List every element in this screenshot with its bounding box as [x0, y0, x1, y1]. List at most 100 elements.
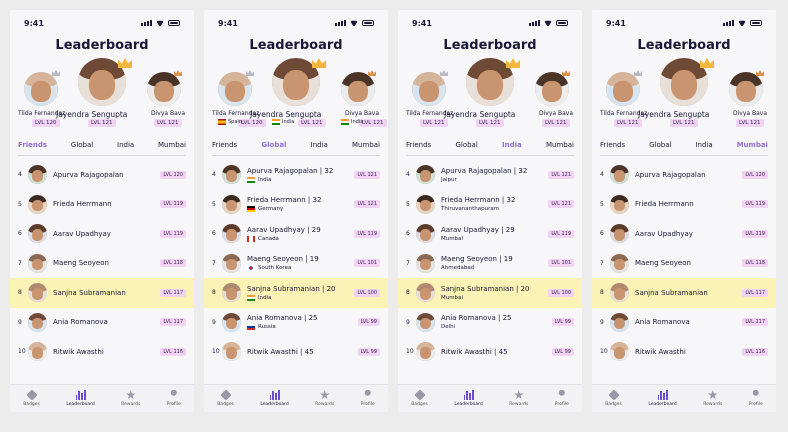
podium-third-avatar[interactable] — [341, 72, 375, 106]
podium-first-avatar[interactable] — [78, 58, 126, 106]
leaderboard-row[interactable]: 4 Apurva Rajagopalan LVL 120 — [592, 160, 776, 190]
podium-third-avatar[interactable] — [535, 72, 569, 106]
row-info: Ritwik Awasthi — [635, 348, 742, 356]
leaderboard-row[interactable]: 6 Aarav Upadhyay | 29 Canada LVL 119 — [204, 219, 388, 249]
rank-number: 6 — [18, 230, 22, 238]
nav-rewards[interactable]: Rewards — [121, 390, 140, 407]
leaderboard-row[interactable]: 10 Ritwik Awasthi LVL 116 — [10, 337, 194, 367]
row-avatar — [28, 253, 47, 273]
nav-leaderboard[interactable]: Leaderboard — [454, 390, 483, 407]
tab-global[interactable]: Global — [70, 140, 94, 149]
leaderboard-row[interactable]: 7 Maeng Seoyeon | 19 Ahmedabad LVL 101 — [398, 249, 582, 279]
tab-mumbai[interactable]: Mumbai — [351, 140, 380, 149]
nav-rewards[interactable]: Rewards — [509, 390, 528, 407]
rank-number: 9 — [600, 318, 604, 326]
nav-badges[interactable]: Badges — [23, 389, 40, 407]
tab-india[interactable]: India — [695, 140, 713, 149]
tab-mumbai[interactable]: Mumbai — [546, 140, 574, 149]
player-name: Sanjna Subramanian — [247, 284, 320, 293]
podium-second-level: LVL 121 — [614, 119, 642, 127]
leaderboard-icon — [269, 390, 280, 400]
tab-global[interactable]: Global — [455, 140, 478, 149]
avatar-face — [226, 229, 237, 241]
nav-profile[interactable]: Profile — [555, 390, 569, 407]
row-avatar — [416, 165, 435, 185]
tab-india[interactable]: India — [310, 140, 328, 149]
leaderboard-row[interactable]: 5 Frieda Herrmann LVL 119 — [10, 190, 194, 220]
leaderboard-row[interactable]: 9 Ania Romanova | 25 Russia LVL 99 — [204, 308, 388, 338]
nav-rewards[interactable]: Rewards — [315, 390, 334, 407]
nav-badges[interactable]: Badges — [217, 389, 234, 407]
leaderboard-row[interactable]: 9 Ania Romanova LVL 117 — [592, 308, 776, 338]
tab-india[interactable]: India — [502, 140, 522, 149]
player-name: Frieda Herrmann — [53, 200, 112, 209]
tab-friends[interactable]: Friends — [600, 140, 626, 149]
leaderboard-row[interactable]: 6 Aarav Upadhyay LVL 119 — [592, 219, 776, 249]
row-avatar — [28, 194, 47, 214]
current-user-row[interactable]: 8 Sanjna Subramanian | 20 Mumbai LVL 100 — [398, 278, 582, 308]
age-separator: | — [495, 314, 503, 323]
leaderboard-row[interactable]: 10 Ritwik Awasthi LVL 116 — [592, 337, 776, 367]
podium-third-name: Divya Bava — [345, 110, 379, 117]
nav-leaderboard[interactable]: Leaderboard — [648, 390, 677, 407]
age-separator: | — [498, 225, 506, 234]
tab-friends[interactable]: Friends — [212, 140, 238, 149]
leaderboard-row[interactable]: 5 Frieda Herrmann | 32 Thiruvananthapuram L… — [398, 190, 582, 220]
podium-second-avatar[interactable] — [218, 72, 252, 106]
avatar-hair — [416, 194, 435, 204]
nav-badges[interactable]: Badges — [411, 389, 428, 407]
podium-third-avatar[interactable] — [147, 72, 181, 106]
player-age: 45 — [304, 347, 314, 356]
nav-profile[interactable]: Profile — [167, 390, 181, 407]
leaderboard-row[interactable]: 7 Maeng Seoyeon LVL 118 — [592, 249, 776, 279]
current-user-row[interactable]: 8 Sanjna Subramanian LVL 117 — [10, 278, 194, 308]
nav-label: Leaderboard — [454, 402, 483, 407]
leaderboard-row[interactable]: 10 Ritwik Awasthi | 45 LVL 99 — [204, 337, 388, 367]
location-label: India — [258, 176, 272, 183]
leaderboard-row[interactable]: 5 Frieda Herrmann LVL 119 — [592, 190, 776, 220]
leaderboard-icon — [75, 390, 86, 400]
leaderboard-row[interactable]: 7 Maeng Seoyeon | 19 South Korea LVL 101 — [204, 249, 388, 279]
rewards-icon — [707, 390, 718, 400]
nav-rewards[interactable]: Rewards — [703, 390, 722, 407]
leaderboard-row[interactable]: 6 Aarav Upadhyay LVL 119 — [10, 219, 194, 249]
podium-second-avatar[interactable] — [24, 72, 58, 106]
row-name-line: Ritwik Awasthi — [635, 348, 742, 356]
age-separator: | — [305, 196, 313, 205]
signal-icon — [335, 20, 346, 26]
nav-leaderboard[interactable]: Leaderboard — [260, 390, 289, 407]
leaderboard-row[interactable]: 9 Ania Romanova | 25 Delhi LVL 99 — [398, 308, 582, 338]
tab-global[interactable]: Global — [261, 140, 287, 149]
row-name-line: Ania Romanova — [635, 318, 742, 326]
nav-profile[interactable]: Profile — [361, 390, 375, 407]
podium-second-avatar[interactable] — [606, 72, 640, 106]
leaderboard-row[interactable]: 4 Apurva Rajagopalan LVL 120 — [10, 160, 194, 190]
page-title: Leaderboard — [55, 38, 149, 53]
podium-first-avatar[interactable] — [272, 58, 320, 106]
leaderboard-row[interactable]: 7 Maeng Seoyeon LVL 118 — [10, 249, 194, 279]
crown-icon — [440, 70, 448, 76]
nav-profile[interactable]: Profile — [749, 390, 763, 407]
leaderboard-row[interactable]: 5 Frieda Herrmann | 32 Germany LVL 121 — [204, 190, 388, 220]
podium-third-avatar[interactable] — [729, 72, 763, 106]
tab-friends[interactable]: Friends — [18, 140, 48, 149]
leaderboard-row[interactable]: 6 Aarav Upadhyay | 29 Mumbai LVL 119 — [398, 219, 582, 249]
podium-first-avatar[interactable] — [660, 58, 708, 106]
level-badge: LVL 99 — [357, 318, 380, 327]
current-user-row[interactable]: 8 Sanjna Subramanian | 20 India LVL 100 — [204, 278, 388, 308]
tab-india[interactable]: India — [117, 140, 135, 149]
tab-mumbai[interactable]: Mumbai — [158, 140, 186, 149]
tab-mumbai[interactable]: Mumbai — [736, 140, 768, 149]
status-bar: 9:41 — [592, 10, 776, 30]
nav-badges[interactable]: Badges — [605, 389, 622, 407]
current-user-row[interactable]: 8 Sanjna Subramanian LVL 117 — [592, 278, 776, 308]
tab-global[interactable]: Global — [649, 140, 672, 149]
player-name: Maeng Seoyeon — [247, 255, 303, 264]
leaderboard-row[interactable]: 4 Apurva Rajagopalan | 32 India LVL 121 — [204, 160, 388, 190]
leaderboard-row[interactable]: 9 Ania Romanova LVL 117 — [10, 308, 194, 338]
tab-friends[interactable]: Friends — [406, 140, 432, 149]
podium-second-avatar[interactable] — [412, 72, 446, 106]
leaderboard-row[interactable]: 10 Ritwik Awasthi | 45 LVL 99 — [398, 337, 582, 367]
leaderboard-row[interactable]: 4 Apurva Rajagopalan | 32 Jaipur LVL 121 — [398, 160, 582, 190]
nav-leaderboard[interactable]: Leaderboard — [66, 390, 95, 407]
